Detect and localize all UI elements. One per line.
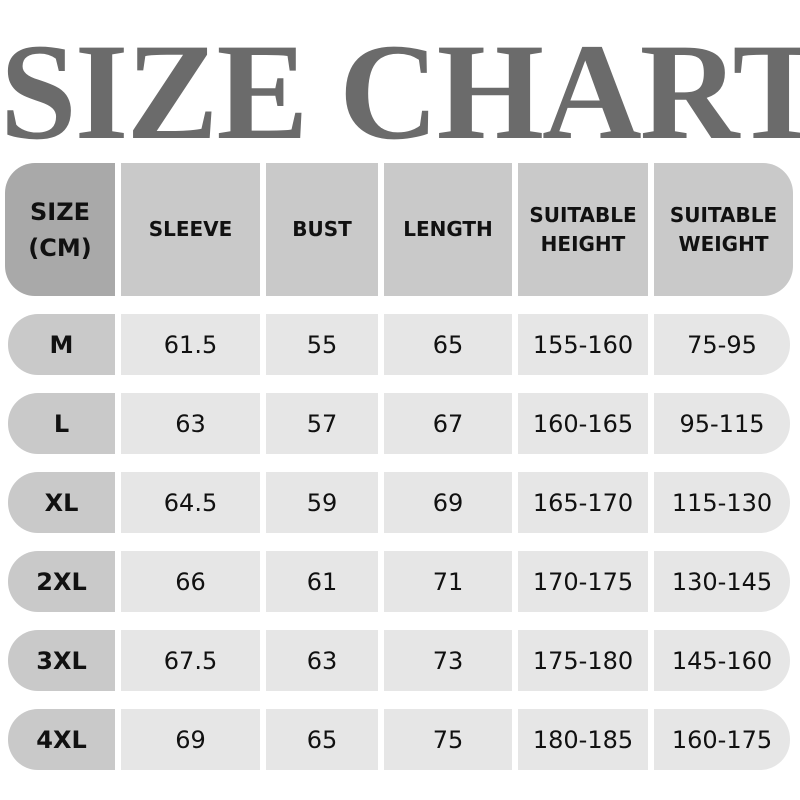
page-title: SIZE CHART xyxy=(0,15,800,168)
row-size-label: 2XL xyxy=(8,551,115,612)
table-cell: 63 xyxy=(121,393,260,454)
table-cell: 65 xyxy=(266,709,378,770)
table-cell: 67.5 xyxy=(121,630,260,691)
table-cell: 64.5 xyxy=(121,472,260,533)
row-size-label: M xyxy=(8,314,115,375)
table-cell: 145-160 xyxy=(654,630,790,691)
row-size-label: 4XL xyxy=(8,709,115,770)
column-header: SUITABLE HEIGHT xyxy=(518,163,648,296)
table-cell: 69 xyxy=(121,709,260,770)
table-cell: 170-175 xyxy=(518,551,648,612)
table-cell: 165-170 xyxy=(518,472,648,533)
table-cell: 69 xyxy=(384,472,512,533)
table-cell: 160-175 xyxy=(654,709,790,770)
table-cell: 57 xyxy=(266,393,378,454)
table-cell: 67 xyxy=(384,393,512,454)
table-cell: 71 xyxy=(384,551,512,612)
table-cell: 59 xyxy=(266,472,378,533)
table-cell: 155-160 xyxy=(518,314,648,375)
table-cell: 61.5 xyxy=(121,314,260,375)
table-cell: 180-185 xyxy=(518,709,648,770)
table-cell: 160-165 xyxy=(518,393,648,454)
table-cell: 55 xyxy=(266,314,378,375)
table-cell: 175-180 xyxy=(518,630,648,691)
table-cell: 61 xyxy=(266,551,378,612)
table-cell: 65 xyxy=(384,314,512,375)
column-header: SIZE (CM) xyxy=(5,163,115,296)
table-cell: 75 xyxy=(384,709,512,770)
column-header: SLEEVE xyxy=(121,163,260,296)
table-cell: 75-95 xyxy=(654,314,790,375)
table-cell: 73 xyxy=(384,630,512,691)
column-header: SUITABLE WEIGHT xyxy=(654,163,793,296)
row-size-label: XL xyxy=(8,472,115,533)
column-header: LENGTH xyxy=(384,163,512,296)
column-header: BUST xyxy=(266,163,378,296)
table-cell: 115-130 xyxy=(654,472,790,533)
table-cell: 130-145 xyxy=(654,551,790,612)
table-cell: 95-115 xyxy=(654,393,790,454)
row-size-label: L xyxy=(8,393,115,454)
table-cell: 66 xyxy=(121,551,260,612)
table-cell: 63 xyxy=(266,630,378,691)
row-size-label: 3XL xyxy=(8,630,115,691)
